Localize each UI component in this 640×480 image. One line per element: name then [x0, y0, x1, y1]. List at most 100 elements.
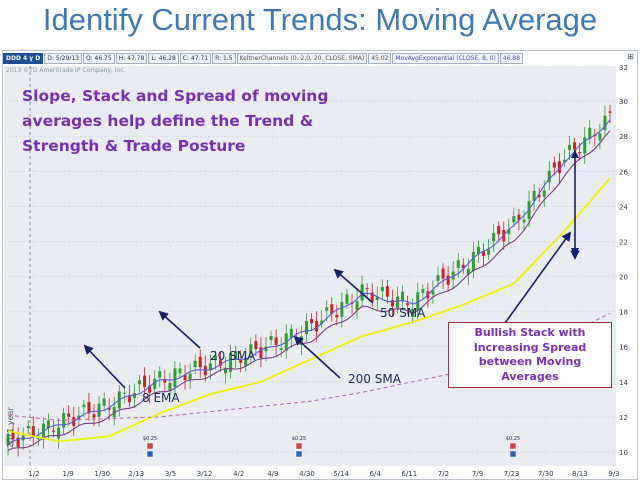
candle-body [234, 351, 238, 359]
event-marker-3-label: $0.25 [506, 436, 520, 442]
candle-body [487, 249, 491, 255]
y-tick-label: 12 [619, 414, 628, 422]
candle-body [421, 289, 425, 294]
ema8-label: 8 EMA [142, 391, 180, 405]
ema-study[interactable]: MovAvgExponential (CLOSE, 8, 0) [392, 52, 499, 64]
event-marker-2-dividend-icon [295, 442, 303, 450]
candle-body [188, 373, 192, 380]
candle-body [446, 275, 450, 285]
candle-body [598, 133, 602, 141]
x-tick-label: 7/30 [538, 470, 554, 478]
x-tick-label: 5/14 [333, 470, 349, 478]
candle-body [97, 403, 101, 417]
event-marker-1-dividend-icon [146, 442, 154, 450]
x-tick-label: 1/9 [62, 470, 73, 478]
keltner-study[interactable]: KeltnerChannels (0, 2.0, 20, CLOSE, SMA) [236, 52, 368, 64]
x-tick-label: 2/13 [128, 470, 144, 478]
candle-body [304, 321, 308, 335]
candle-body [279, 348, 283, 350]
year-label: 2011 year [6, 407, 15, 448]
candle-body [542, 190, 546, 197]
ma-line-8-ema [7, 119, 611, 446]
ma-line-50-sma [7, 177, 611, 443]
candle-body [168, 382, 172, 392]
candle-body [62, 413, 66, 428]
y-tick-label: 28 [619, 133, 628, 141]
candle-body [497, 226, 501, 235]
candle-body [441, 268, 445, 279]
candle-body [380, 286, 384, 292]
candle-body [603, 115, 607, 131]
x-tick-label: 9/3 [608, 470, 619, 478]
candle-body [583, 137, 587, 154]
arrowhead-up-icon [571, 150, 579, 158]
candle-body [87, 402, 91, 414]
candle-body [269, 336, 273, 341]
candle-body [608, 111, 612, 113]
candle-body [476, 246, 480, 255]
event-marker-3-dividend-icon [509, 442, 517, 450]
candle-body [36, 438, 40, 440]
candle-body [345, 294, 349, 304]
symbol-badge[interactable]: DDD 4 y D [3, 52, 44, 64]
candle-body [552, 162, 556, 168]
x-tick-label: 4/2 [233, 470, 244, 478]
candle-body [456, 260, 460, 268]
candle-body [122, 392, 126, 394]
sma50-label: 50 SMA [380, 306, 426, 320]
candle-body [416, 292, 420, 311]
x-tick-label: 8/13 [572, 470, 588, 478]
sma200-label: 200 SMA [348, 372, 401, 386]
headline-line-2: averages help define the Trend & [22, 112, 314, 130]
copyright-text: 2013 ©TD Ameritrade IP Company, Inc. [6, 67, 126, 74]
candle-body [107, 407, 111, 410]
window-controls-icon[interactable]: ⊞ [627, 52, 634, 61]
candle-body [224, 367, 228, 374]
candle-body [406, 303, 410, 306]
arrow-sma200 [293, 335, 341, 379]
candle-body [335, 315, 339, 318]
candle-body [315, 321, 319, 332]
candle-body [173, 368, 177, 388]
candle-body [517, 214, 521, 220]
keltner-value: 45.02 [368, 52, 392, 64]
candle-body [340, 302, 344, 317]
candle-body [360, 284, 364, 301]
y-tick-label: 30 [619, 98, 628, 106]
candle-body [310, 319, 314, 324]
candle-body [461, 264, 465, 269]
candle-body [557, 161, 561, 174]
candle-body [330, 304, 334, 314]
headline-line-3: Strength & Trade Posture [22, 137, 246, 155]
candle-body [127, 395, 131, 403]
candle-body [26, 426, 30, 429]
x-tick-label: 6/11 [401, 470, 417, 478]
headline-callout: Slope, Stack and Spread of moving averag… [22, 84, 362, 159]
candle-body [193, 360, 197, 368]
y-tick-label: 14 [619, 379, 628, 387]
candle-body [249, 344, 253, 354]
candle-body [568, 144, 572, 150]
x-tick-label: 7/2 [438, 470, 449, 478]
bar-range: R: 1.5 [212, 52, 236, 64]
candle-body [385, 286, 389, 297]
candle-body [466, 268, 470, 275]
stack-line-2: Increasing Spread [473, 340, 587, 354]
event-marker-2-label: $0.25 [292, 436, 306, 442]
ema-value: 46.88 [499, 52, 524, 64]
candle-body [67, 413, 71, 417]
candle-body [537, 194, 541, 198]
candle-body [31, 426, 35, 436]
candle-body [482, 251, 486, 256]
candle-body [163, 379, 167, 383]
candle-body [148, 385, 152, 393]
stack-line-4: Averages [501, 369, 559, 383]
candle-body [370, 292, 374, 302]
candle-body [102, 398, 106, 406]
y-tick-label-top: 32 [619, 64, 628, 72]
y-tick-label: 20 [619, 274, 628, 282]
candle-body [274, 337, 278, 346]
y-tick-label: 16 [619, 344, 628, 352]
arrow-sma20 [158, 310, 201, 349]
